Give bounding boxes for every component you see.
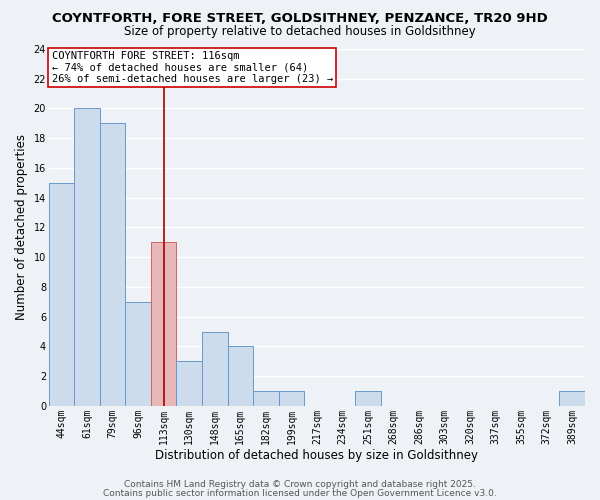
Bar (355, 391, 381, 406)
Bar (151, 242, 176, 406)
Bar (49, 183, 74, 406)
Text: Contains public sector information licensed under the Open Government Licence v3: Contains public sector information licen… (103, 488, 497, 498)
Bar (100, 124, 125, 406)
Text: COYNTFORTH FORE STREET: 116sqm
← 74% of detached houses are smaller (64)
26% of : COYNTFORTH FORE STREET: 116sqm ← 74% of … (52, 51, 333, 84)
Bar (176, 362, 202, 406)
Bar (74, 108, 100, 406)
Text: Contains HM Land Registry data © Crown copyright and database right 2025.: Contains HM Land Registry data © Crown c… (124, 480, 476, 489)
Text: Size of property relative to detached houses in Goldsithney: Size of property relative to detached ho… (124, 25, 476, 38)
Bar (125, 302, 151, 406)
Text: COYNTFORTH, FORE STREET, GOLDSITHNEY, PENZANCE, TR20 9HD: COYNTFORTH, FORE STREET, GOLDSITHNEY, PE… (52, 12, 548, 26)
Bar (253, 391, 278, 406)
Bar (227, 346, 253, 406)
Y-axis label: Number of detached properties: Number of detached properties (15, 134, 28, 320)
Bar (202, 332, 227, 406)
Bar (278, 391, 304, 406)
X-axis label: Distribution of detached houses by size in Goldsithney: Distribution of detached houses by size … (155, 450, 478, 462)
Bar (559, 391, 585, 406)
